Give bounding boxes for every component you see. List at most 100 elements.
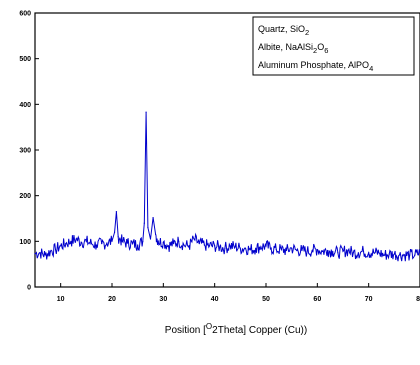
x-axis-label-part: Position [ xyxy=(165,325,206,336)
data-point xyxy=(337,252,339,254)
data-point xyxy=(65,243,67,245)
legend-entry: Aluminum Phosphate, AlPO4 xyxy=(258,60,373,73)
data-point xyxy=(311,249,313,252)
data-point xyxy=(234,246,236,248)
data-point xyxy=(162,241,164,243)
data-point xyxy=(398,254,401,256)
data-point xyxy=(149,238,152,240)
data-point xyxy=(229,245,231,247)
data-point xyxy=(208,245,211,247)
data-point xyxy=(409,254,411,256)
data-point xyxy=(39,252,41,254)
x-tick-label: 50 xyxy=(262,296,270,303)
data-point xyxy=(142,240,144,242)
x-tick-label: 80 xyxy=(416,296,420,303)
data-point xyxy=(388,253,390,255)
data-point xyxy=(126,242,128,244)
data-point xyxy=(203,244,205,246)
y-tick-label: 600 xyxy=(19,11,31,18)
data-point xyxy=(219,246,221,248)
data-point xyxy=(137,244,139,246)
data-point xyxy=(404,254,406,256)
legend-text-part: Quartz, SiO xyxy=(258,24,305,34)
data-point xyxy=(167,245,170,247)
data-point xyxy=(188,245,190,247)
y-tick-label: 200 xyxy=(19,193,31,200)
legend-text-part: O xyxy=(317,42,324,52)
data-point xyxy=(173,243,175,245)
legend-subscript: 4 xyxy=(369,64,373,73)
data-point xyxy=(378,252,380,254)
series-trace xyxy=(35,112,420,262)
data-point xyxy=(113,231,116,233)
data-point xyxy=(347,249,349,252)
data-point xyxy=(239,247,241,249)
x-axis-label-part: 2Theta] Copper (Cu)) xyxy=(212,325,307,336)
legend-box xyxy=(252,16,415,76)
data-point xyxy=(106,242,108,244)
data-point xyxy=(352,252,354,254)
data-point xyxy=(214,245,216,247)
legend-text-part: Albite, NaAlSi xyxy=(258,42,313,52)
data-point xyxy=(393,253,395,255)
x-tick-label: 40 xyxy=(211,296,219,303)
data-point xyxy=(155,233,157,236)
data-point xyxy=(115,211,118,213)
data-point xyxy=(224,247,226,249)
data-point xyxy=(265,245,267,247)
data-point xyxy=(285,249,288,252)
legend-entry: Quartz, SiO2 xyxy=(258,24,309,37)
data-point xyxy=(368,252,370,254)
data-point xyxy=(383,254,385,256)
data-point xyxy=(34,253,36,255)
data-point xyxy=(85,240,87,242)
data-point xyxy=(270,247,272,249)
legend-subscript: 2 xyxy=(313,46,317,55)
data-point xyxy=(157,240,159,242)
data-point xyxy=(280,248,282,251)
data-point xyxy=(90,243,93,245)
data-point xyxy=(143,222,145,224)
legend-entry: Albite, NaAlSi2O6 xyxy=(258,42,328,55)
data-point xyxy=(255,247,257,249)
x-axis-label: Position [O2Theta] Copper (Cu)) xyxy=(165,322,307,336)
data-point xyxy=(131,243,134,245)
y-tick-label: 0 xyxy=(27,285,31,292)
data-point xyxy=(373,252,375,254)
data-point xyxy=(147,227,149,229)
data-point xyxy=(332,250,334,252)
y-tick-label: 300 xyxy=(19,148,31,155)
data-point xyxy=(60,245,62,247)
data-point xyxy=(96,244,98,246)
data-point xyxy=(362,250,365,252)
data-point xyxy=(301,249,303,252)
x-tick-label: 30 xyxy=(159,296,167,303)
data-point xyxy=(260,246,262,248)
series-layer xyxy=(34,111,420,256)
x-tick-label: 70 xyxy=(365,296,373,303)
data-point xyxy=(250,248,252,251)
data-point xyxy=(152,216,154,219)
data-point xyxy=(178,240,180,242)
data-point xyxy=(111,240,113,242)
x-axis-label-part: O xyxy=(206,322,212,331)
legend-text-part: Aluminum Phosphate, AlPO xyxy=(258,60,369,70)
legend-subscript: 2 xyxy=(305,28,309,37)
data-point xyxy=(275,248,277,251)
data-point xyxy=(101,243,103,245)
legend-subscript: 6 xyxy=(324,46,328,55)
y-tick-label: 400 xyxy=(19,102,31,109)
data-point xyxy=(75,238,77,240)
pattern-noise xyxy=(35,112,420,262)
data-point xyxy=(49,250,52,252)
data-point xyxy=(198,243,200,245)
data-point xyxy=(357,252,359,254)
y-tick-label: 100 xyxy=(19,239,31,246)
data-point xyxy=(291,247,293,249)
data-point xyxy=(321,250,324,252)
data-point xyxy=(414,254,416,256)
x-tick-label: 20 xyxy=(108,296,116,303)
x-tick-label: 60 xyxy=(313,296,321,303)
data-point xyxy=(244,247,247,249)
